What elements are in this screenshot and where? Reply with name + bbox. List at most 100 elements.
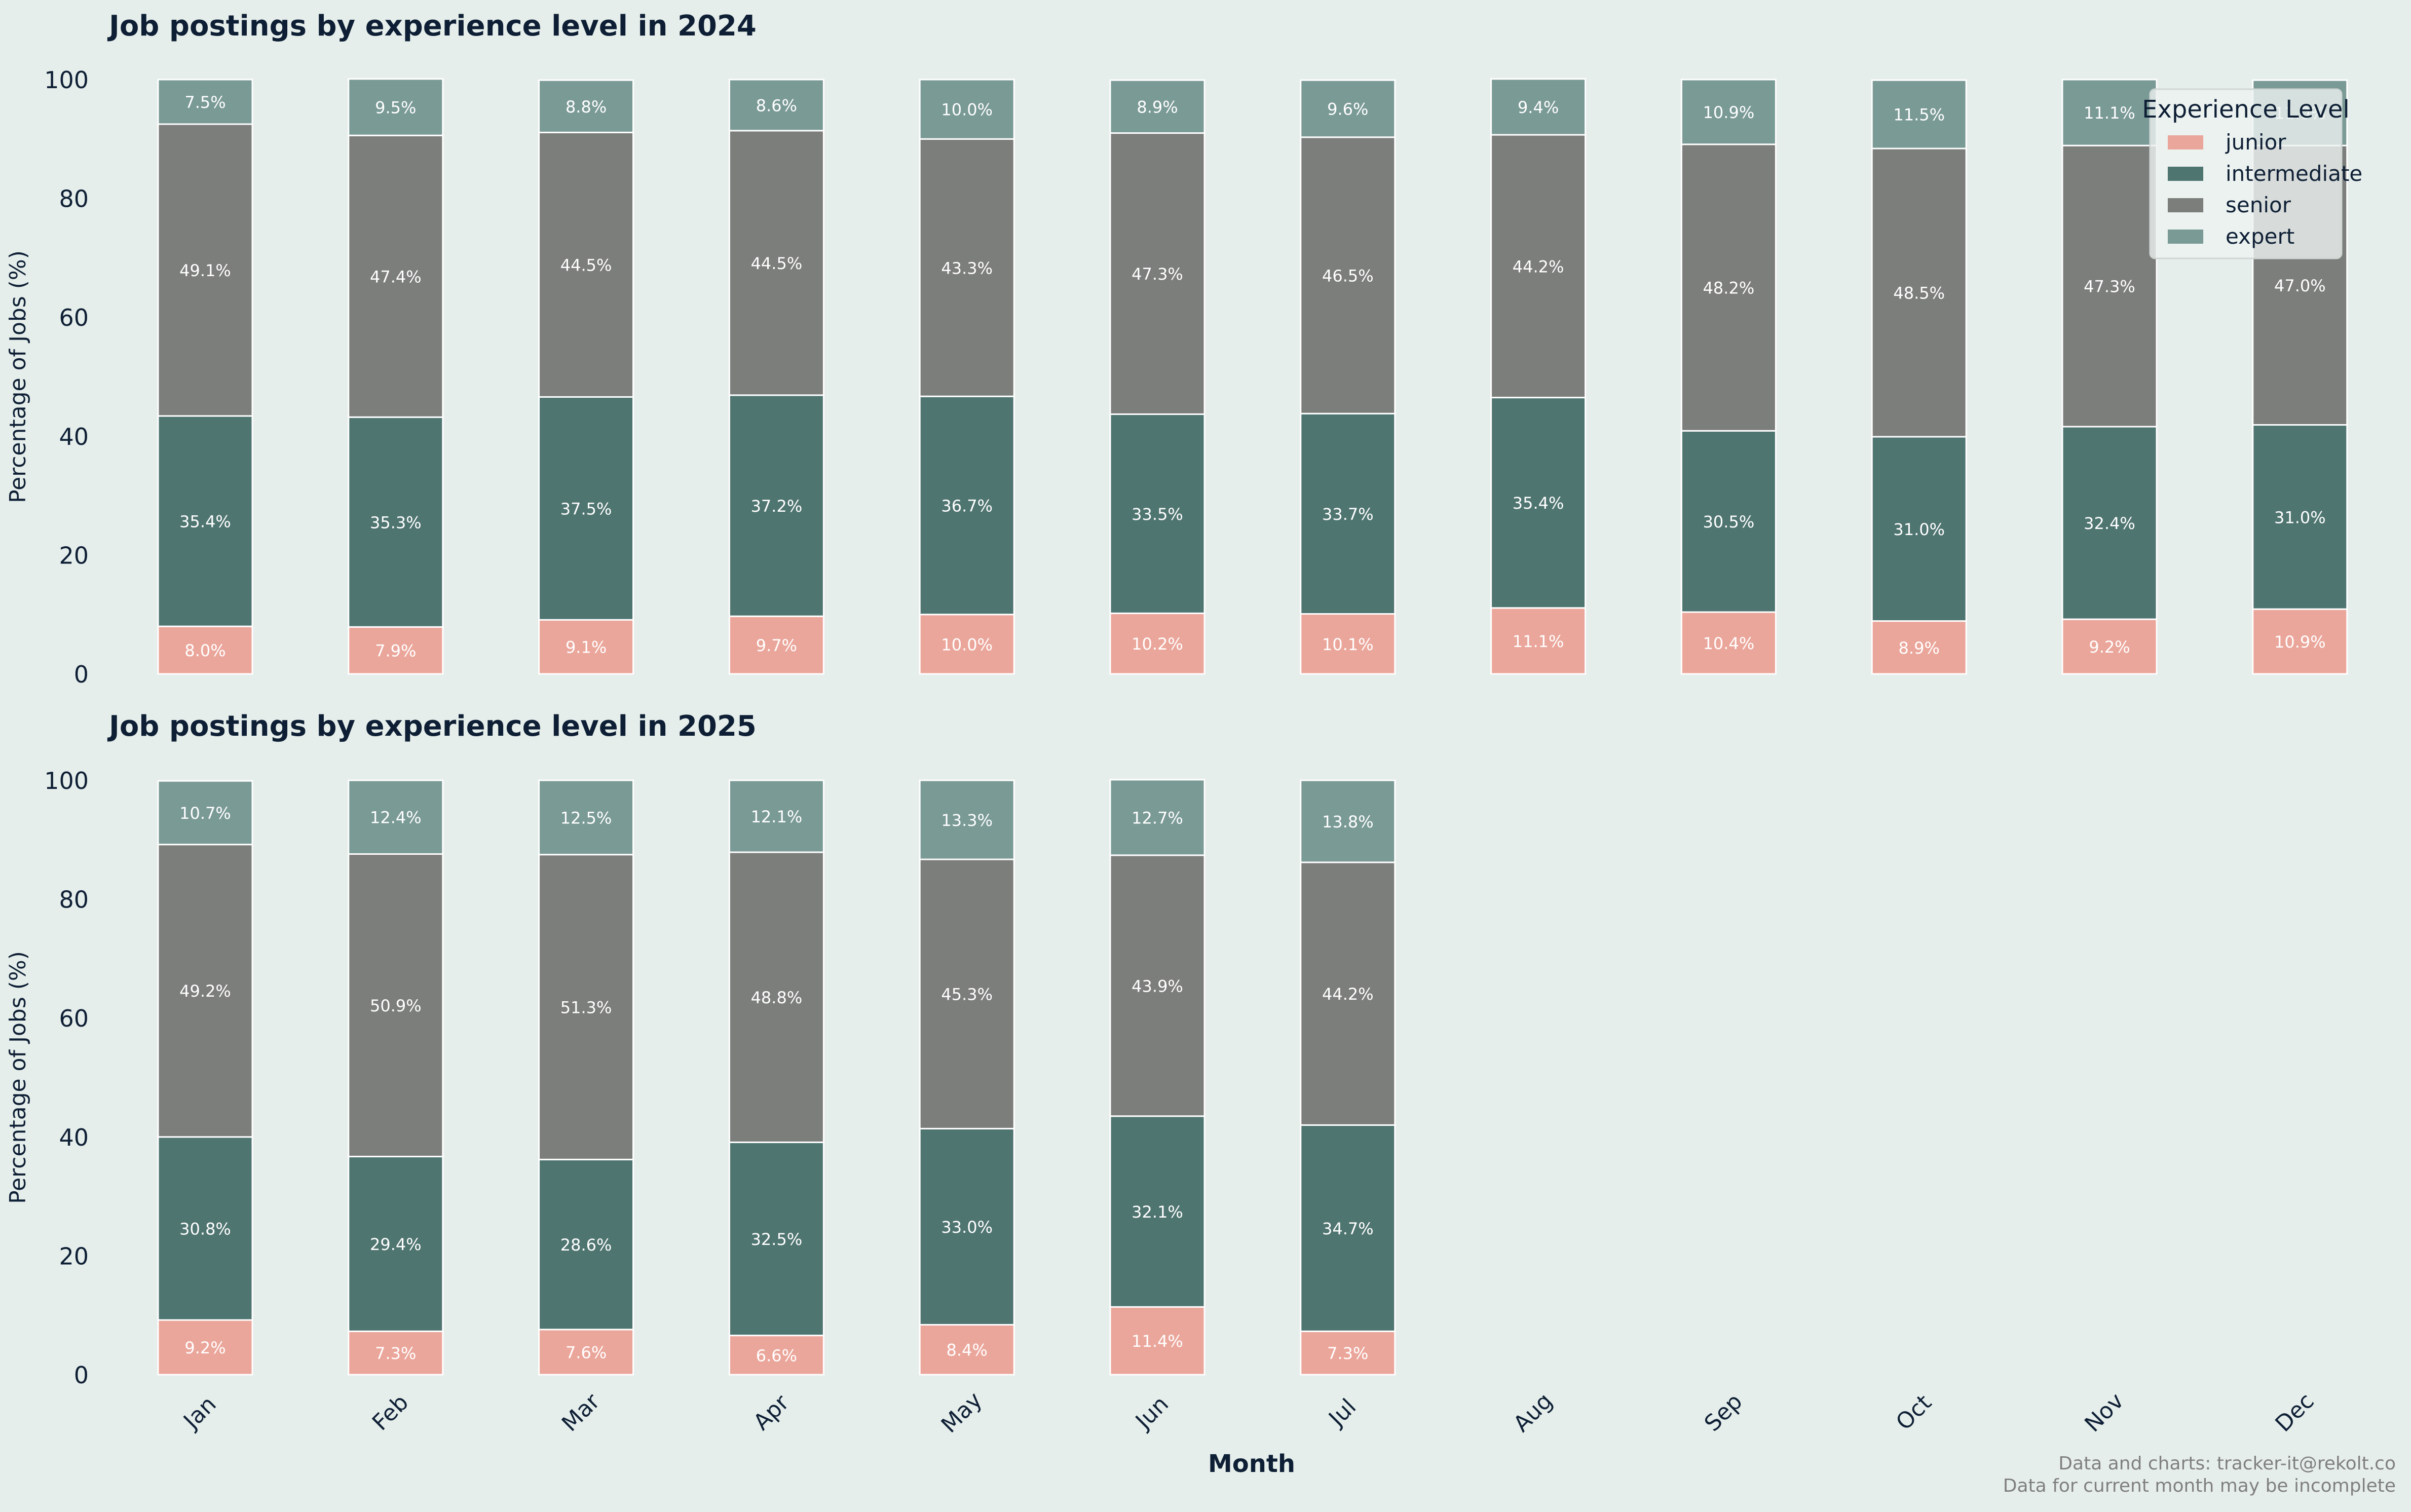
x-axis-label: Month	[1208, 1450, 1295, 1478]
data-label-junior-may: 8.4%	[947, 1341, 988, 1360]
bar-expert-may	[919, 779, 1015, 860]
bar-expert-jul	[1300, 79, 1396, 138]
data-label-junior-mar: 9.1%	[566, 638, 607, 657]
bar-senior-jul	[1300, 136, 1396, 414]
panel-2025: Job postings by experience level in 2025…	[5, 710, 2319, 1438]
y-tick-label: 40	[59, 1124, 89, 1151]
data-label-senior-apr: 48.8%	[751, 988, 803, 1007]
bar-expert-aug	[1490, 78, 1587, 136]
y-tick-label: 60	[59, 304, 89, 331]
data-label-expert-apr: 12.1%	[751, 807, 803, 826]
bar-intermediate-aug	[1490, 397, 1587, 609]
data-label-intermediate-apr: 32.5%	[751, 1230, 803, 1249]
bar-senior-mar	[538, 854, 634, 1160]
data-label-junior-oct: 8.9%	[1899, 638, 1940, 658]
bar-junior-mar	[538, 619, 634, 675]
bar-expert-oct	[1871, 79, 1967, 149]
data-label-senior-dec: 47.0%	[2274, 276, 2326, 295]
data-label-junior-sep: 10.4%	[1703, 634, 1755, 653]
y-tick-label: 0	[74, 661, 89, 688]
data-label-expert-mar: 8.8%	[566, 97, 607, 117]
bar-junior-dec	[2252, 608, 2348, 675]
data-label-senior-aug: 44.2%	[1513, 257, 1564, 276]
bar-junior-may	[919, 1324, 1015, 1376]
bar-expert-jul	[1300, 779, 1396, 863]
y-tick-label: 40	[59, 423, 89, 450]
data-label-junior-feb: 7.9%	[375, 641, 416, 661]
legend-label-expert: expert	[2226, 224, 2294, 249]
data-label-expert-jun: 8.9%	[1137, 97, 1178, 117]
data-label-intermediate-oct: 31.0%	[1893, 520, 1945, 539]
legend-swatch-intermediate	[2168, 167, 2203, 181]
data-label-intermediate-jul: 33.7%	[1322, 505, 1374, 524]
bar-expert-feb	[348, 779, 444, 855]
data-label-senior-feb: 47.4%	[370, 267, 422, 286]
bar-expert-jan	[157, 780, 253, 846]
bar-intermediate-feb	[348, 1156, 444, 1332]
data-label-intermediate-sep: 30.5%	[1703, 512, 1755, 532]
bar-junior-apr	[728, 1335, 824, 1376]
data-label-intermediate-feb: 29.4%	[370, 1235, 422, 1254]
bar-junior-apr	[728, 615, 824, 675]
legend-swatch-expert	[2168, 230, 2203, 244]
data-label-intermediate-apr: 37.2%	[751, 497, 803, 516]
data-label-expert-may: 10.0%	[941, 100, 993, 120]
data-label-expert-feb: 9.5%	[375, 98, 416, 118]
data-label-expert-may: 13.3%	[941, 811, 993, 830]
bar-expert-apr	[728, 79, 824, 132]
data-label-expert-aug: 9.4%	[1518, 98, 1559, 117]
bar-expert-jan	[157, 79, 253, 125]
y-tick-label: 100	[44, 767, 89, 795]
data-label-junior-jun: 11.4%	[1132, 1332, 1183, 1351]
bar-senior-aug	[1490, 134, 1587, 399]
footer-note: Data for current month may be incomplete	[2003, 1476, 2396, 1496]
bar-expert-jun	[1109, 779, 1206, 856]
data-label-expert-jan: 7.5%	[184, 93, 225, 112]
bar-intermediate-jan	[157, 415, 253, 627]
footer-credit: Data and charts: tracker-it@rekolt.co	[2058, 1453, 2396, 1474]
data-label-intermediate-mar: 28.6%	[560, 1235, 612, 1255]
data-label-intermediate-may: 33.0%	[941, 1218, 993, 1237]
data-label-senior-mar: 44.5%	[560, 255, 612, 275]
y-tick-label: 80	[59, 185, 89, 213]
bar-intermediate-mar	[538, 1158, 634, 1331]
y-tick-label: 0	[74, 1362, 89, 1389]
y-axis-label: Percentage of Jobs (%)	[5, 250, 31, 503]
data-label-junior-mar: 7.6%	[566, 1343, 607, 1362]
bar-intermediate-oct	[1871, 436, 1967, 622]
bar-senior-nov	[2061, 144, 2158, 428]
data-label-senior-oct: 48.5%	[1893, 284, 1945, 303]
data-label-expert-sep: 10.9%	[1703, 103, 1755, 122]
legend-label-intermediate: intermediate	[2226, 161, 2362, 186]
data-label-intermediate-jul: 34.7%	[1322, 1219, 1374, 1238]
data-label-intermediate-jan: 30.8%	[179, 1219, 231, 1238]
data-label-senior-may: 43.3%	[941, 258, 993, 278]
bar-expert-mar	[538, 79, 634, 133]
y-axis-label: Percentage of Jobs (%)	[5, 951, 31, 1204]
data-label-senior-sep: 48.2%	[1703, 279, 1755, 298]
data-label-expert-nov: 11.1%	[2084, 103, 2135, 123]
data-label-junior-jun: 10.2%	[1132, 634, 1183, 654]
bar-expert-feb	[348, 78, 444, 136]
legend: Experience Level junior intermediate senio…	[2142, 88, 2362, 259]
data-label-intermediate-jun: 33.5%	[1132, 505, 1183, 524]
bar-expert-may	[919, 79, 1015, 140]
data-label-expert-apr: 8.6%	[756, 96, 797, 115]
bar-senior-apr	[728, 851, 824, 1143]
y-tick-label: 80	[59, 886, 89, 914]
data-label-senior-apr: 44.5%	[751, 254, 803, 273]
bar-senior-jun	[1109, 132, 1206, 415]
bar-senior-oct	[1871, 147, 1967, 438]
bar-intermediate-apr	[728, 394, 824, 617]
legend-label-junior: junior	[2225, 130, 2286, 155]
data-label-intermediate-jun: 32.1%	[1132, 1202, 1183, 1222]
bar-intermediate-dec	[2252, 424, 2348, 610]
bar-senior-mar	[538, 131, 634, 398]
bar-senior-apr	[728, 130, 824, 396]
bar-expert-mar	[538, 779, 634, 856]
data-label-senior-jul: 44.2%	[1322, 985, 1374, 1004]
chart-title: Job postings by experience level in 2024	[107, 10, 757, 43]
data-label-intermediate-feb: 35.3%	[370, 513, 422, 532]
data-label-junior-dec: 10.9%	[2274, 632, 2326, 652]
data-label-senior-jan: 49.2%	[179, 981, 231, 1001]
